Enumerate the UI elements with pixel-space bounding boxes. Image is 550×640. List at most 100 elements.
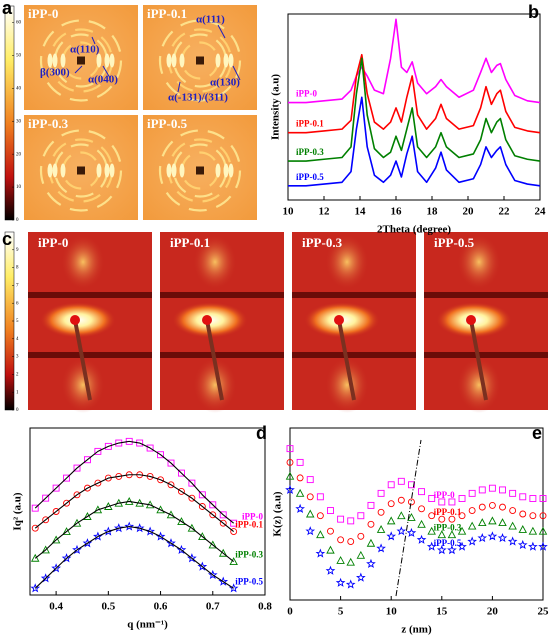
- marker: [316, 493, 324, 501]
- marker: [366, 558, 376, 568]
- peak-annotation: α(130): [210, 77, 240, 89]
- marker: [538, 526, 548, 535]
- marker: [63, 474, 71, 482]
- marker: [528, 541, 538, 551]
- scattering-lobe: [325, 357, 369, 413]
- beam-stop: [466, 315, 476, 325]
- arc-spot: [171, 163, 177, 178]
- series-label: iPP-0.3: [296, 147, 324, 157]
- x-tick-label: 22: [499, 206, 511, 218]
- arc-spot: [228, 163, 234, 178]
- marker: [417, 519, 426, 528]
- marker: [187, 523, 197, 532]
- marker: [177, 488, 185, 495]
- pattern-label: iPP-0.1: [147, 6, 187, 21]
- marker: [305, 526, 316, 536]
- plot-frame: [29, 427, 266, 596]
- arc-spot: [47, 163, 53, 178]
- marker: [83, 456, 91, 464]
- marker: [499, 486, 506, 494]
- marker: [336, 555, 345, 564]
- marker: [427, 526, 436, 535]
- peak-annotation: β(300): [40, 67, 70, 79]
- marker: [73, 464, 81, 472]
- scattering-lobe: [457, 234, 501, 290]
- beam-stop-arm: [469, 319, 488, 401]
- marker: [488, 516, 497, 525]
- x-tick-label: 0.8: [258, 601, 272, 613]
- annotation-arrow: [232, 65, 241, 81]
- marker: [508, 521, 517, 530]
- x-tick-label: 0.4: [49, 601, 63, 613]
- peak-annotation: α(110): [70, 44, 100, 56]
- x-tick-label: 24: [535, 206, 547, 218]
- colorbar-tick-label: 5: [16, 319, 19, 324]
- marker: [337, 536, 345, 544]
- marker: [326, 545, 335, 554]
- series-line: [34, 440, 235, 524]
- marker: [356, 572, 366, 582]
- marker: [94, 447, 102, 455]
- marker: [357, 532, 365, 540]
- marker: [396, 526, 407, 536]
- marker: [367, 501, 375, 509]
- marker: [387, 500, 395, 508]
- marker: [386, 516, 396, 525]
- scattering-lobe: [61, 357, 105, 413]
- marker: [376, 525, 386, 533]
- x-tick-label: 18: [427, 206, 439, 218]
- pattern-label: iPP-0: [28, 6, 58, 21]
- diffraction-ring: [158, 19, 242, 102]
- detector-gap: [28, 352, 152, 358]
- marker: [104, 442, 112, 450]
- marker: [428, 512, 436, 520]
- marker: [286, 458, 294, 466]
- marker: [219, 511, 227, 519]
- x-axis-label: z (nm): [401, 624, 432, 636]
- annotation-arrow: [74, 65, 83, 74]
- x-tick-label: 12: [319, 206, 331, 218]
- marker: [529, 512, 537, 520]
- marker: [426, 541, 437, 551]
- marker: [467, 536, 477, 546]
- pattern-label: iPP-0.5: [147, 116, 188, 131]
- series-label: iPP-0: [242, 511, 263, 521]
- colorbar-tick-label: 4: [16, 337, 19, 342]
- detector-gap: [424, 352, 548, 358]
- y-axis-label: K(z) (a.u): [272, 491, 284, 537]
- marker: [286, 445, 294, 453]
- marker: [519, 510, 527, 518]
- beam-stop-arm: [205, 319, 224, 401]
- colorbar-tick-label: 8: [16, 266, 19, 271]
- marker: [397, 477, 405, 485]
- detector-gap: [160, 352, 284, 358]
- marker: [73, 491, 81, 499]
- x-tick-label: 15: [436, 606, 448, 618]
- beam-stop: [77, 166, 85, 175]
- marker: [447, 545, 457, 555]
- marker: [418, 505, 426, 513]
- marker: [488, 501, 496, 509]
- arc-spot: [60, 163, 66, 178]
- marker: [467, 521, 477, 530]
- marker: [42, 494, 50, 502]
- annotation-arrow: [91, 36, 96, 45]
- arc-spot: [60, 53, 66, 68]
- marker: [438, 498, 446, 506]
- marker: [31, 524, 39, 532]
- x-axis-label: 2Theta (degree): [377, 224, 451, 236]
- marker: [397, 511, 406, 520]
- series-label: iPP-0.3: [434, 523, 462, 533]
- marker: [285, 471, 295, 480]
- arc-spot: [104, 163, 110, 178]
- beam-stop-arm: [73, 319, 92, 401]
- marker: [42, 516, 50, 524]
- marker: [377, 508, 385, 516]
- marker: [468, 489, 476, 497]
- annotation-arrow: [102, 65, 111, 79]
- marker: [61, 553, 72, 563]
- x-tick-label: 20: [463, 206, 475, 218]
- marker: [83, 484, 91, 492]
- marker: [347, 517, 355, 525]
